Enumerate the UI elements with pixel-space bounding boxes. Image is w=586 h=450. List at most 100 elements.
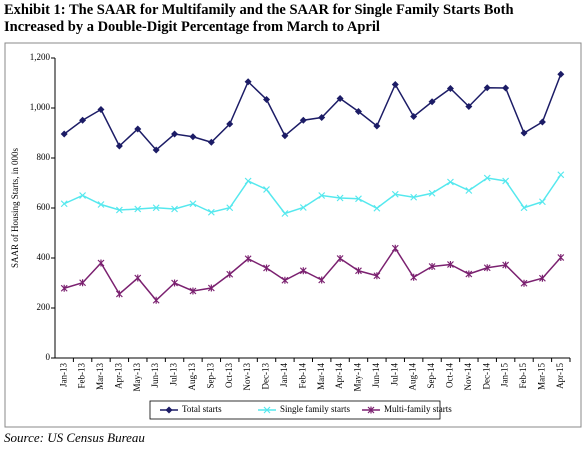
x-tick-label: Oct-14 — [445, 363, 455, 388]
point — [115, 290, 123, 298]
point — [189, 287, 197, 295]
point — [354, 108, 362, 115]
point — [60, 284, 68, 292]
point — [447, 178, 454, 186]
x-tick-label: Aug-14 — [408, 363, 418, 391]
x-tick-label: Nov-13 — [242, 363, 252, 391]
point — [244, 177, 252, 185]
legend-box — [149, 400, 441, 420]
point — [226, 270, 234, 278]
point — [152, 146, 160, 154]
point — [410, 193, 418, 201]
chart-title: Exhibit 1: The SAAR for Multifamily and … — [4, 2, 514, 35]
x-tick-label: Apr-15 — [555, 363, 565, 389]
point — [538, 118, 546, 126]
point — [373, 122, 381, 130]
y-tick-label: 800 — [37, 152, 51, 162]
point — [318, 114, 326, 121]
x-tick-label: Feb-15 — [518, 363, 528, 389]
point — [336, 95, 344, 102]
point — [336, 255, 344, 262]
point — [244, 78, 252, 86]
point — [355, 267, 362, 275]
point — [520, 279, 528, 287]
point — [557, 171, 565, 179]
point — [299, 116, 307, 124]
point — [367, 406, 375, 414]
y-tick-label: 1,200 — [30, 52, 51, 62]
point — [281, 132, 289, 140]
point — [171, 130, 179, 138]
x-tick-label: Apr-14 — [334, 363, 344, 389]
point — [263, 264, 270, 272]
point — [355, 195, 362, 203]
point — [410, 273, 418, 281]
x-tick-label: Dec-13 — [261, 363, 271, 390]
point — [207, 208, 215, 216]
point — [520, 129, 528, 137]
point — [502, 84, 510, 92]
point — [281, 210, 289, 217]
point — [447, 261, 454, 268]
x-tick-label: Jan-15 — [500, 363, 510, 387]
point — [538, 198, 546, 206]
y-tick-label: 200 — [37, 302, 51, 312]
point — [373, 204, 381, 212]
x-tick-label: Feb-13 — [77, 363, 87, 389]
point — [79, 279, 87, 287]
point — [97, 259, 105, 267]
source-note: Source: US Census Bureau — [4, 430, 145, 445]
point — [373, 272, 381, 280]
x-tick-label: Jul-14 — [389, 363, 399, 386]
point — [318, 276, 326, 284]
point — [207, 284, 215, 292]
x-tick-label: Dec-14 — [481, 363, 491, 390]
x-tick-label: Mar-15 — [536, 363, 546, 390]
point — [318, 192, 326, 199]
x-tick-label: May-13 — [132, 363, 142, 392]
x-tick-label: Jul-13 — [169, 363, 179, 386]
point — [226, 204, 234, 212]
x-tick-label: Jan-14 — [279, 363, 289, 387]
legend-label: Total starts — [182, 404, 222, 414]
series-line — [63, 246, 562, 302]
x-tick-label: Sep-13 — [205, 363, 215, 389]
point — [502, 177, 510, 185]
point — [557, 70, 565, 78]
point — [97, 201, 105, 208]
point — [336, 194, 344, 202]
point — [502, 261, 510, 269]
y-axis-label: SAAR of Housing Starts, in 000s — [10, 148, 20, 269]
point — [189, 133, 197, 141]
point — [60, 130, 68, 138]
x-tick-label: May-14 — [353, 363, 363, 392]
x-tick-label: Feb-14 — [297, 363, 307, 389]
point — [428, 189, 436, 197]
x-tick-label: Mar-14 — [316, 363, 326, 390]
point — [410, 113, 418, 120]
point — [165, 406, 173, 414]
point — [557, 254, 565, 261]
series-line — [63, 73, 562, 152]
point — [263, 186, 270, 193]
x-tick-label: Nov-14 — [463, 363, 473, 391]
point — [189, 200, 197, 208]
point — [483, 84, 491, 92]
chart-frame — [4, 42, 582, 428]
x-tick-label: Sep-14 — [426, 363, 436, 389]
x-tick-label: Jun-14 — [371, 363, 381, 388]
legend-label: Multi-family starts — [384, 404, 452, 414]
point — [299, 204, 307, 211]
point — [538, 274, 546, 282]
point — [134, 274, 142, 282]
point — [97, 106, 105, 113]
x-tick-label: Apr-13 — [113, 363, 123, 389]
point — [483, 174, 491, 182]
point — [263, 96, 271, 103]
point — [134, 205, 142, 213]
point — [152, 204, 160, 212]
y-tick-label: 600 — [37, 202, 51, 212]
x-tick-label: Jan-13 — [58, 363, 68, 387]
y-tick-label: 1,000 — [30, 102, 51, 112]
point — [465, 103, 473, 110]
